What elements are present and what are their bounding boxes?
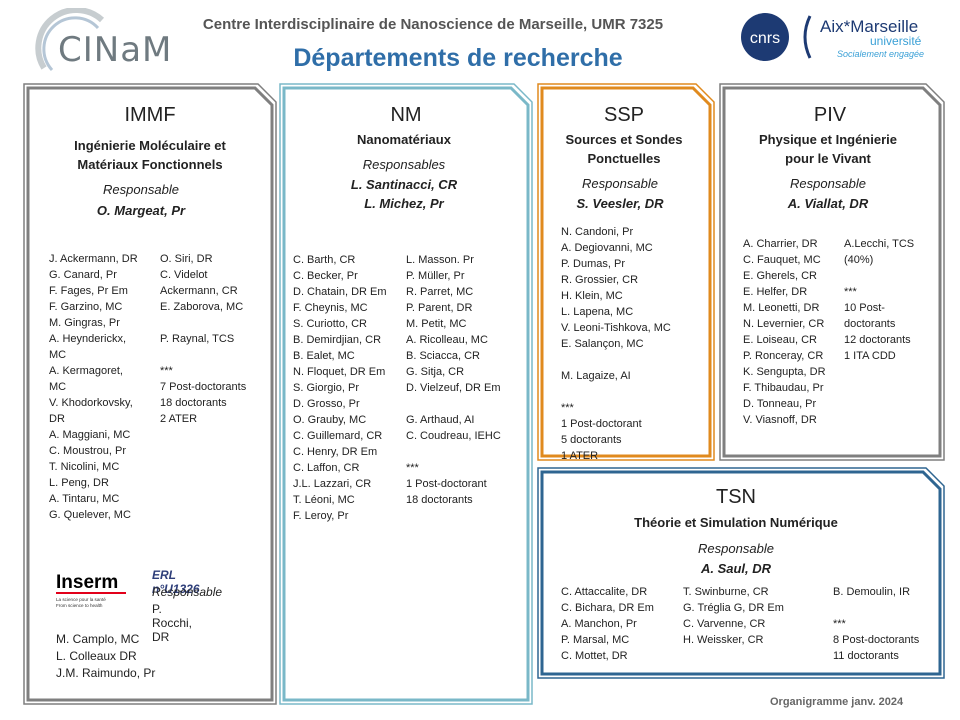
tsn-fullname: Théorie et Simulation Numérique [634, 515, 838, 530]
svg-text:université: université [870, 34, 922, 48]
piv-title: PIV [813, 104, 847, 126]
inserm-logo: Inserm La science pour la santé From sci… [56, 572, 126, 608]
ssp-box-outer [537, 83, 715, 461]
piv-resp-name: A. Viallat, DR [787, 196, 869, 211]
tsn-members-col3: B. Demoulin, IR *** 8 Post-doctorants 11… [833, 586, 920, 662]
nm-members-col1: C. Barth, CR C. Becker, Pr D. Chatain, D… [293, 254, 387, 522]
tsn-title: TSN [716, 486, 756, 508]
piv-fullname-line2: pour le Vivant [785, 151, 871, 166]
nm-fullname: Nanomatériaux [357, 132, 451, 147]
cnrs-logo: cnrs [741, 13, 789, 61]
ssp-fullname-line2: Ponctuelles [587, 151, 661, 166]
immf-fullname-line1: Ingénierie Moléculaire et [74, 138, 226, 153]
svg-text:La science pour la santé: La science pour la santé [56, 597, 106, 602]
piv-resp-label: Responsable [790, 176, 866, 191]
svg-text:Aix*Marseille: Aix*Marseille [820, 17, 918, 36]
svg-text:Inserm: Inserm [56, 572, 118, 593]
tsn-box-outer [537, 467, 945, 679]
immf-title: IMMF [124, 104, 176, 126]
ssp-box-inner [540, 86, 712, 458]
immf-resp-label: Responsable [103, 182, 179, 197]
immf-box-inner [26, 86, 274, 702]
erl-members: M. Camplo, MC L. Colleaux DR J.M. Raimun… [56, 632, 156, 680]
cinam-logo-arc [35, 8, 105, 72]
erl-title: ERL n°U1326 [152, 568, 200, 596]
tsn-members-col1: C. Attaccalite, DR C. Bichara, DR Em A. … [561, 586, 654, 662]
cinam-logo: CINaM [58, 30, 173, 70]
nm-resp-name-2: L. Michez, Pr [364, 196, 444, 211]
nm-title: NM [390, 104, 422, 126]
nm-resp-name-1: L. Santinacci, CR [350, 177, 458, 192]
immf-box-outer [23, 83, 277, 705]
erl-resp-label: Responsable [152, 585, 223, 599]
tsn-resp-label: Responsable [698, 541, 774, 556]
amu-logo: Aix*Marseille université Socialement eng… [803, 15, 924, 59]
immf-members-col2: O. Siri, DR C. Videlot Ackermann, CR E. … [160, 253, 247, 425]
immf-members-col1: J. Ackermann, DR G. Canard, Pr F. Fages,… [49, 253, 138, 521]
footer-date: Organigramme janv. 2024 [770, 696, 904, 708]
ssp-resp-label: Responsable [582, 176, 658, 191]
piv-fullname-line1: Physique et Ingénierie [759, 132, 897, 147]
svg-text:cnrs: cnrs [750, 30, 780, 47]
svg-text:From science to health: From science to health [56, 603, 103, 608]
nm-resp-label: Responsables [362, 157, 446, 172]
immf-fullname-line2: Matériaux Fonctionnels [77, 157, 223, 172]
page-title: Départements de recherche [293, 44, 623, 72]
tsn-box-inner [540, 470, 942, 676]
ssp-resp-name: S. Veesler, DR [576, 196, 664, 211]
piv-members-col2: A.Lecchi, TCS (40%) *** 10 Post- doctora… [844, 238, 915, 362]
piv-box-inner [722, 86, 942, 458]
ssp-fullname-line1: Sources et Sondes [565, 132, 683, 147]
nm-members-col2: L. Masson. Pr P. Müller, Pr R. Parret, M… [406, 254, 501, 506]
nm-box-outer [279, 83, 533, 705]
piv-members-col1: A. Charrier, DR C. Fauquet, MC E. Gherel… [743, 238, 826, 426]
ssp-title: SSP [603, 104, 645, 126]
nm-box-inner [282, 86, 530, 702]
ssp-members: N. Candoni, Pr A. Degiovanni, MC P. Duma… [561, 226, 671, 462]
page-header-title: Centre Interdisciplinaire de Nanoscience… [202, 16, 664, 33]
tsn-resp-name: A. Saul, DR [700, 561, 772, 576]
piv-box-outer [719, 83, 945, 461]
svg-text:Socialement engagée: Socialement engagée [837, 49, 924, 59]
tsn-members-col2: T. Swinburne, CR G. Tréglia G, DR Em C. … [683, 586, 784, 646]
erl-resp-name: P. Rocchi, DR [152, 602, 193, 644]
immf-resp-name: O. Margeat, Pr [96, 203, 186, 218]
